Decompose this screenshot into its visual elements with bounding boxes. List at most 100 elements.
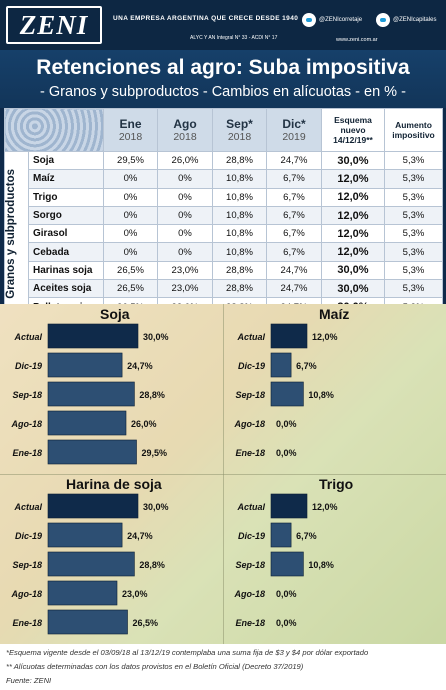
table-cell: 5,3%	[384, 150, 443, 171]
category-label: Actual	[13, 332, 42, 342]
category-label: Sep-18	[12, 390, 42, 400]
website-link[interactable]: www.zeni.com.ar	[336, 37, 378, 43]
data-label: 28,8%	[139, 390, 165, 400]
rates-table-wrap: Ene 2018 Ago 2018 Sep* 2018 Dic* 2019 Esquem…	[4, 108, 443, 317]
col-header-increase: Aumento impositivo	[384, 108, 443, 152]
table-cell: 26,5%	[103, 260, 158, 281]
social-handle-2: @ZENIcapitales	[393, 17, 437, 23]
category-label: Actual	[13, 502, 42, 512]
table-cell: 5,3%	[384, 279, 443, 299]
table-cell: 10,8%	[212, 224, 267, 244]
bar-chart: Actual 12,0% Dic-19 6,7% Sep-18 10,8% Ago-18 0,…	[233, 323, 338, 458]
grain-image	[4, 108, 104, 152]
table-row: Maíz 0% 0% 10,8% 6,7% 12,0% 5,3%	[5, 169, 443, 189]
category-label: Dic-19	[15, 361, 42, 371]
category-label: Ene-18	[12, 618, 42, 628]
table-cell: 0%	[103, 224, 158, 244]
table-cell: 24,7%	[266, 279, 322, 299]
table-cell: 5,3%	[384, 224, 443, 244]
data-label: 24,7%	[127, 531, 153, 541]
bar-chart: Actual 30,0% Dic-19 24,7% Sep-18 28,8% Ago-18 2…	[10, 323, 169, 465]
table-cell: 5,3%	[384, 242, 443, 262]
bar	[47, 381, 135, 407]
data-label: 10,8%	[308, 560, 334, 570]
data-label: 26,5%	[133, 618, 159, 628]
footnote-source: Fuente: ZENI	[6, 676, 52, 685]
table-cell: 6,7%	[266, 187, 322, 207]
bar	[270, 323, 308, 349]
bar	[270, 352, 292, 378]
page-subtitle: - Granos y subproductos - Cambios en alí…	[40, 84, 406, 100]
table-cell: 10,8%	[212, 169, 267, 189]
table-cell: 24,7%	[266, 150, 322, 171]
social-zenicapitales[interactable]: @ZENIcapitales	[376, 13, 436, 27]
bar	[47, 493, 139, 519]
data-label: 6,7%	[296, 531, 317, 541]
bar	[47, 352, 123, 378]
table-row: Cebada 0% 0% 10,8% 6,7% 12,0% 5,3%	[5, 242, 443, 262]
data-label: 26,0%	[131, 419, 157, 429]
table-cell: 28,8%	[212, 260, 267, 281]
title-band	[0, 50, 446, 108]
table-cell: 0%	[103, 187, 158, 207]
col-year: 2018	[118, 131, 143, 143]
chart-title: Maíz	[319, 306, 350, 322]
bar	[47, 410, 127, 436]
table-cell: 10,8%	[212, 187, 267, 207]
table-cell: 0%	[157, 169, 213, 189]
table-cell: 0%	[103, 205, 158, 226]
table-cell: 5,3%	[384, 187, 443, 207]
data-label: 30,0%	[143, 502, 169, 512]
col-month: Dic*	[282, 117, 306, 131]
category-label: Ago-18	[10, 589, 42, 599]
chart-divider-horizontal	[0, 474, 446, 475]
bar-chart: Actual 12,0% Dic-19 6,7% Sep-18 10,8% Ago-18 0,…	[233, 493, 338, 628]
table-cell: 28,8%	[212, 279, 267, 299]
page-title: Retenciones al agro: Suba impositiva	[36, 56, 410, 79]
table-cell: 5,3%	[384, 260, 443, 281]
product-name: Harinas soja	[28, 260, 104, 281]
category-label: Sep-18	[235, 390, 265, 400]
col-month: Ene	[119, 117, 142, 131]
chart-title: Harina de soja	[66, 476, 162, 492]
bar-chart: Actual 30,0% Dic-19 24,7% Sep-18 28,8% Ago-18 2…	[10, 493, 169, 635]
table-cell: 6,7%	[266, 169, 322, 189]
rates-table: Ene 2018 Ago 2018 Sep* 2018 Dic* 2019 Esquem…	[4, 108, 443, 317]
category-label: Actual	[236, 502, 265, 512]
bar	[47, 522, 123, 548]
product-name: Trigo	[28, 187, 104, 207]
social-zenicorretaje[interactable]: @ZENIcorretaje	[302, 13, 362, 27]
bar	[47, 551, 135, 577]
table-cell: 12,0%	[321, 242, 385, 262]
table-cell: 0%	[157, 187, 213, 207]
product-name: Sorgo	[28, 205, 104, 226]
twitter-icon	[302, 13, 316, 27]
product-name: Maíz	[28, 169, 104, 189]
data-label: 24,7%	[127, 361, 153, 371]
table-cell: 10,8%	[212, 242, 267, 262]
table-cell: 10,8%	[212, 205, 267, 226]
data-label: 12,0%	[312, 502, 338, 512]
category-label: Dic-19	[238, 531, 265, 541]
category-label: Ago-18	[10, 419, 42, 429]
data-label: 30,0%	[143, 332, 169, 342]
chart-title: Soja	[100, 306, 130, 322]
twitter-icon	[376, 13, 390, 27]
bar	[270, 493, 308, 519]
product-name: Aceites soja	[28, 279, 104, 299]
chart-title: Trigo	[319, 476, 354, 492]
col-header-0: Ene 2018	[103, 108, 158, 152]
registry-text: ALYC Y AN Integral N° 33 - ACDI N° 17	[190, 35, 278, 41]
bar	[47, 609, 128, 635]
category-label: Ago-18	[233, 589, 265, 599]
table-cell: 0%	[157, 224, 213, 244]
tagline: UNA EMPRESA ARGENTINA QUE CRECE DESDE 19…	[113, 15, 299, 22]
table-cell: 0%	[103, 242, 158, 262]
table-cell: 12,0%	[321, 169, 385, 189]
col-year: 2018	[227, 131, 252, 143]
product-name: Soja	[28, 150, 104, 171]
data-label: 23,0%	[122, 589, 148, 599]
footnote-2: ** Alícuotas determinadas con los datos …	[6, 662, 304, 671]
col-header-2: Sep* 2018	[212, 108, 267, 152]
table-cell: 0%	[157, 242, 213, 262]
